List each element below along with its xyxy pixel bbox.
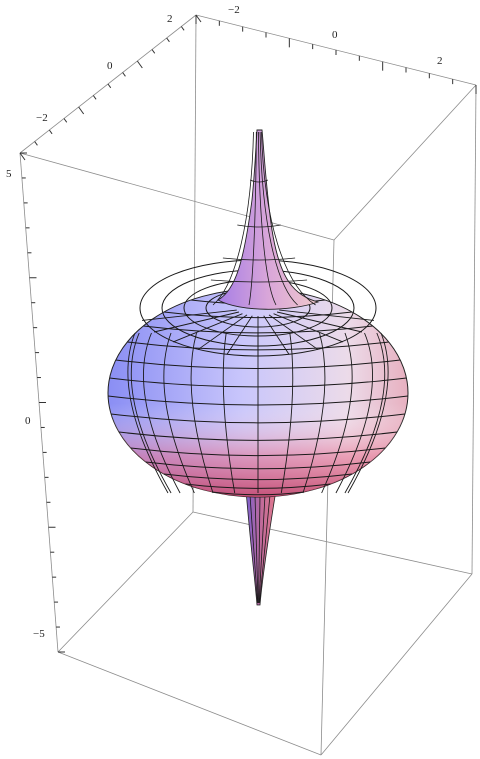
mesh-meridian: [302, 332, 326, 494]
upper-spike-mesh: [210, 131, 316, 306]
mesh-spike-ring: [237, 224, 281, 228]
y-axis-tick-labels: −2 0 2: [36, 13, 173, 124]
mesh-meridian: [226, 315, 253, 355]
y-axis-tick: [122, 72, 126, 77]
axis-ticks: [19, 14, 477, 653]
mesh-spike-line: [249, 494, 258, 604]
mesh-meridian: [280, 332, 294, 494]
y-axis-tick: [166, 37, 170, 43]
mesh-meridian: [344, 332, 386, 494]
lower-spike: [245, 489, 277, 606]
x-axis-tick-labels: −2 0 2: [228, 4, 443, 67]
mesh-spike-ring: [210, 279, 308, 283]
mesh-spike-line: [212, 131, 254, 306]
mesh-meridian: [197, 314, 248, 350]
mesh-meridian: [335, 332, 373, 494]
x-tick-label: −2: [228, 4, 240, 16]
y-axis-tick: [48, 129, 53, 135]
mesh-meridian: [143, 332, 181, 494]
mesh-spike-line: [254, 494, 259, 604]
mesh-meridian: [190, 332, 214, 494]
y-axis-tick: [63, 118, 68, 123]
y-axis-tick: [78, 106, 85, 115]
y-axis-tick: [19, 152, 26, 161]
mesh-spike-line: [259, 494, 271, 604]
z-tick-label: 0: [25, 415, 31, 427]
mesh-meridian: [279, 309, 374, 321]
mesh-spike-line: [261, 131, 316, 306]
mesh-meridian: [163, 332, 195, 494]
y-axis-tick: [92, 95, 97, 100]
mesh-meridian: [130, 332, 172, 494]
mesh-meridian: [276, 311, 363, 333]
y-tick-label: 0: [107, 60, 113, 72]
mesh-meridian: [347, 332, 389, 494]
mesh-meridian: [142, 309, 237, 321]
mesh-meridian: [153, 311, 240, 333]
upper-spike: [217, 129, 320, 310]
mesh-spike-line: [248, 131, 257, 306]
mesh-spike-line: [258, 494, 266, 604]
x-tick-label: 0: [332, 29, 338, 41]
mesh-meridian: [321, 332, 353, 494]
mesh-meridian: [222, 332, 236, 494]
z-axis-tick-labels: 5 0 −5: [6, 168, 45, 640]
z-tick-label: −5: [33, 628, 45, 640]
lower-spike-mesh: [249, 494, 271, 604]
mesh-spike-ring: [222, 257, 296, 261]
mesh-spike-line: [258, 131, 277, 306]
y-axis-tick: [136, 60, 143, 69]
mesh-meridian: [273, 313, 344, 343]
y-tick-label: −2: [36, 112, 48, 124]
y-tick-label: 2: [167, 13, 173, 25]
mesh-spike-line: [259, 131, 298, 306]
mesh-meridian: [127, 332, 169, 494]
y-axis-tick: [180, 26, 185, 31]
y-axis-tick: [151, 49, 156, 54]
mesh-meridian: [263, 315, 290, 355]
mesh-ring: [211, 491, 305, 496]
y-axis-tick: [34, 141, 38, 146]
z-tick-label: 5: [6, 168, 12, 180]
mesh-spike-line: [258, 494, 261, 604]
mesh-meridian: [172, 313, 243, 343]
mesh-spike-ring: [249, 179, 269, 183]
y-axis-tick: [195, 14, 202, 23]
surface: [107, 129, 409, 606]
surface-mesh: [108, 259, 408, 496]
x-tick-label: 2: [437, 55, 443, 67]
y-axis-tick: [107, 83, 112, 89]
mesh-meridian: [268, 314, 319, 350]
